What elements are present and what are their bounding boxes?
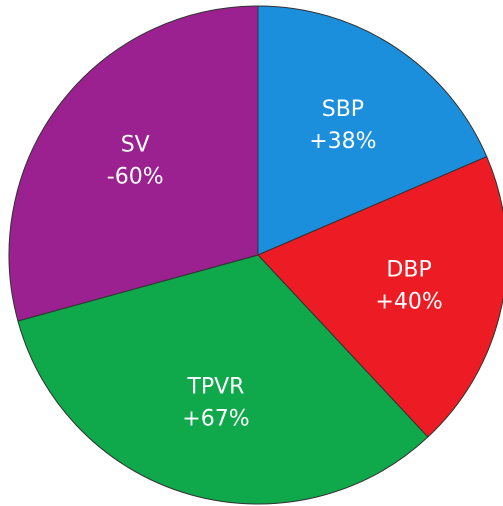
- slice: [257, 155, 503, 438]
- value-label: -60%: [107, 164, 164, 189]
- slice-label: SV: [121, 132, 150, 157]
- slice-label: TPVR: [186, 375, 244, 400]
- slice: [257, 5, 488, 256]
- value-label: +38%: [309, 129, 376, 154]
- slice: [8, 5, 259, 322]
- slice: [17, 254, 429, 505]
- slice-label: SBP: [322, 97, 364, 122]
- slice-label: DBP: [386, 258, 431, 283]
- value-label: +40%: [375, 290, 442, 315]
- value-label: +67%: [182, 407, 249, 432]
